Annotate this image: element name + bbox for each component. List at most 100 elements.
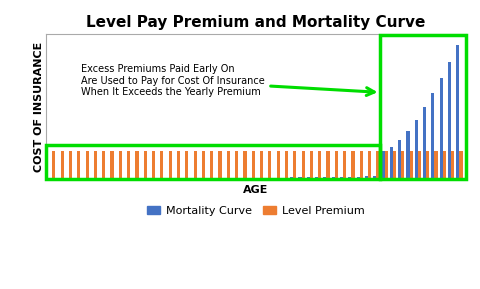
Bar — [342, 151, 346, 179]
Bar — [119, 151, 121, 179]
Bar — [289, 177, 293, 179]
Bar — [458, 151, 462, 179]
Bar — [334, 151, 337, 179]
Bar — [276, 151, 279, 179]
Bar — [348, 177, 350, 179]
Bar — [165, 178, 168, 179]
Bar — [85, 151, 88, 179]
Bar — [99, 178, 102, 179]
Bar — [259, 151, 263, 179]
Bar — [160, 151, 163, 179]
Bar — [326, 151, 329, 179]
Bar — [356, 177, 359, 179]
Bar — [256, 178, 259, 179]
Bar — [140, 178, 144, 179]
Bar — [293, 151, 296, 179]
Bar — [380, 35, 465, 179]
Bar — [268, 151, 271, 179]
Bar — [223, 178, 226, 179]
Bar — [317, 151, 321, 179]
Bar — [157, 178, 160, 179]
Bar — [226, 151, 229, 179]
Bar — [433, 151, 437, 179]
Bar — [392, 151, 395, 179]
Bar — [94, 151, 97, 179]
Bar — [66, 178, 69, 179]
Bar — [215, 178, 218, 179]
Bar — [408, 151, 412, 179]
Bar — [177, 151, 180, 179]
Bar — [115, 178, 119, 179]
Bar — [314, 177, 317, 179]
Bar — [102, 151, 105, 179]
Bar — [364, 176, 367, 179]
Bar — [301, 151, 304, 179]
Bar — [202, 151, 204, 179]
Bar — [57, 178, 60, 179]
Bar — [210, 151, 213, 179]
Bar — [339, 177, 342, 179]
Bar — [442, 151, 445, 179]
Legend: Mortality Curve, Level Premium: Mortality Curve, Level Premium — [142, 201, 368, 221]
Bar — [47, 145, 380, 179]
Bar — [248, 178, 251, 179]
Bar — [281, 177, 284, 179]
Bar — [384, 151, 387, 179]
Bar — [231, 178, 235, 179]
Bar — [372, 176, 375, 179]
Bar — [124, 178, 127, 179]
Bar — [450, 151, 453, 179]
Bar — [284, 151, 288, 179]
Bar — [425, 151, 428, 179]
Bar — [381, 151, 384, 179]
X-axis label: AGE: AGE — [242, 185, 268, 195]
Title: Level Pay Premium and Mortality Curve: Level Pay Premium and Mortality Curve — [86, 15, 425, 30]
Bar — [447, 62, 450, 179]
Bar — [306, 177, 309, 179]
Bar — [135, 151, 138, 179]
Bar — [455, 45, 458, 179]
Bar — [82, 178, 85, 179]
Bar — [375, 151, 379, 179]
Bar — [49, 178, 52, 179]
Bar — [198, 178, 202, 179]
Bar — [414, 120, 417, 179]
Bar — [168, 151, 171, 179]
Bar — [400, 151, 404, 179]
Bar — [359, 151, 362, 179]
Bar — [406, 131, 408, 179]
Bar — [52, 151, 55, 179]
Bar — [193, 151, 196, 179]
Bar — [218, 151, 221, 179]
Bar — [264, 178, 268, 179]
Bar — [431, 93, 433, 179]
Bar — [173, 178, 177, 179]
Bar — [190, 178, 193, 179]
Bar — [148, 178, 152, 179]
Bar — [298, 177, 301, 179]
Bar — [389, 147, 392, 179]
Bar — [397, 140, 400, 179]
Bar — [240, 178, 243, 179]
Bar — [439, 78, 442, 179]
Bar — [331, 177, 334, 179]
Bar — [185, 151, 188, 179]
Bar — [132, 178, 135, 179]
Bar — [251, 151, 254, 179]
Bar — [74, 178, 77, 179]
Bar — [422, 107, 425, 179]
Bar — [107, 178, 110, 179]
Bar — [181, 178, 185, 179]
Bar — [235, 151, 238, 179]
Bar — [60, 151, 64, 179]
Bar — [90, 178, 94, 179]
Bar — [323, 177, 326, 179]
Bar — [273, 178, 276, 179]
Bar — [77, 151, 80, 179]
Bar — [350, 151, 354, 179]
Bar — [127, 151, 130, 179]
Bar — [243, 151, 246, 179]
Bar — [144, 151, 146, 179]
Bar — [309, 151, 312, 179]
Bar — [206, 178, 210, 179]
